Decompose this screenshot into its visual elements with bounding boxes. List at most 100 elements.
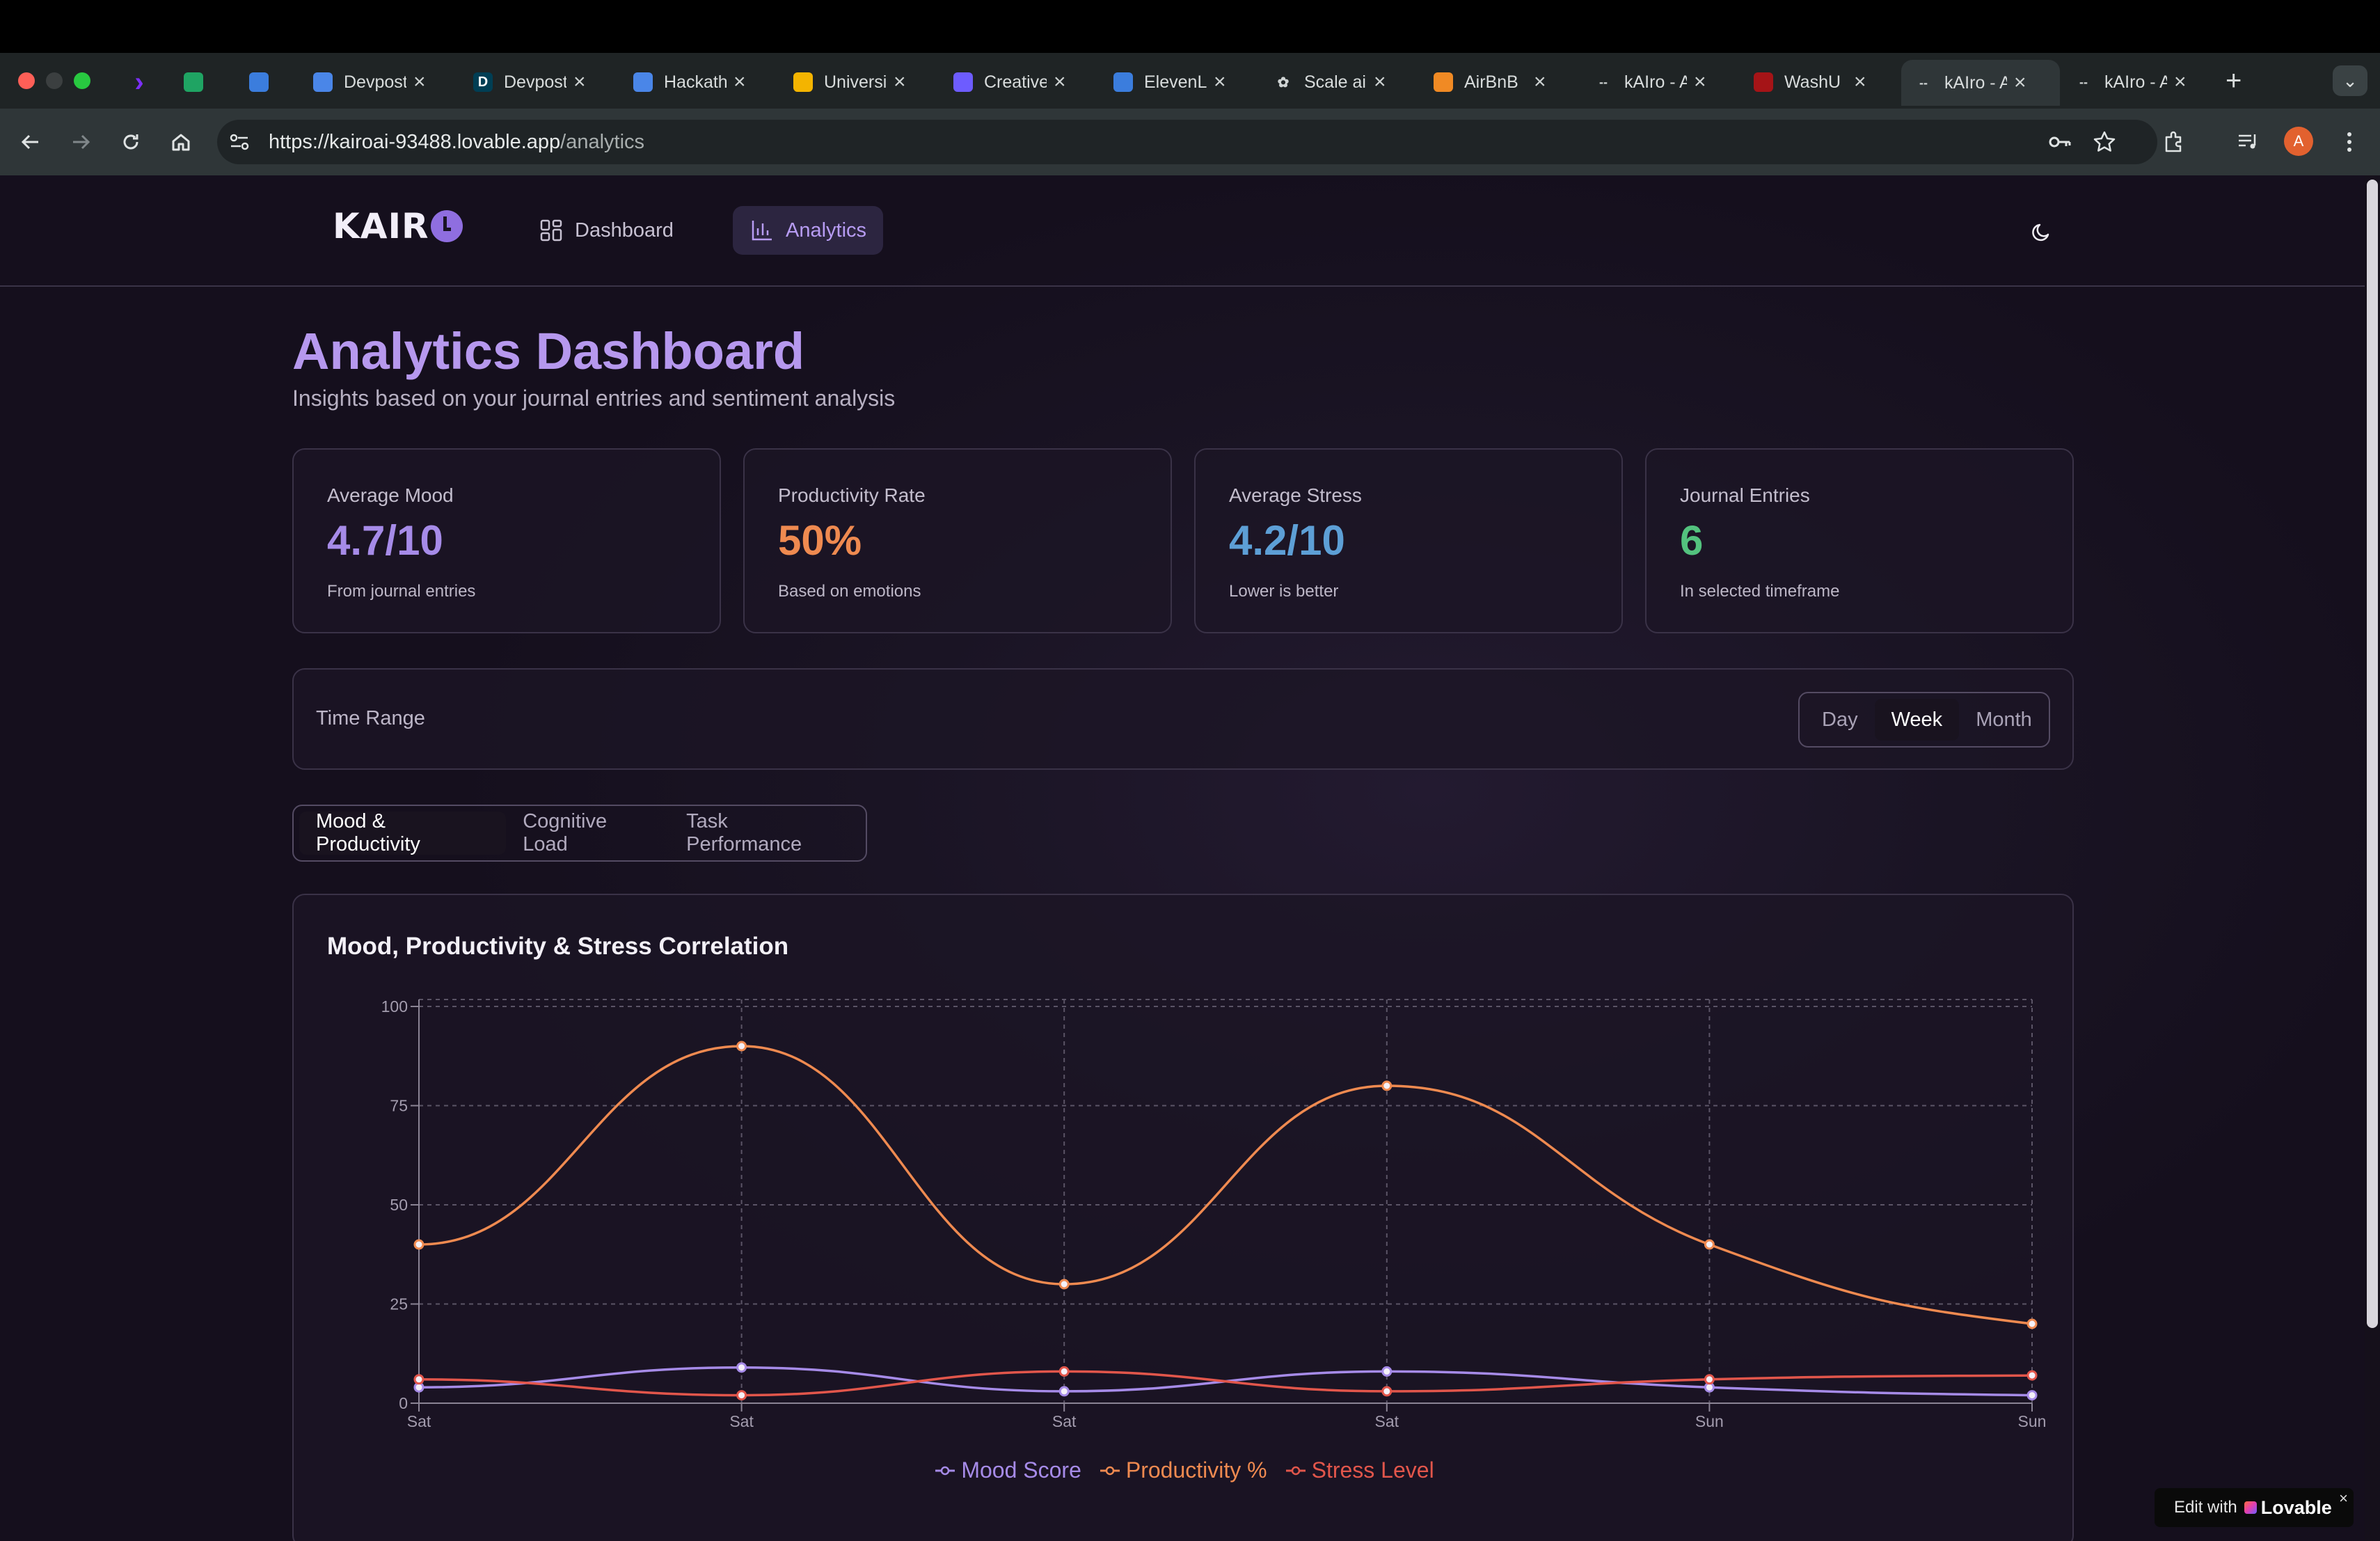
browser-tab[interactable]: ✿ Scale ai × bbox=[1261, 63, 1399, 102]
kairo-logo[interactable]: KAIR bbox=[333, 206, 463, 246]
legend-item[interactable]: Mood Score bbox=[935, 1457, 1081, 1483]
bookmark-star-button[interactable] bbox=[2089, 127, 2120, 157]
browser-tab[interactable]: -- kAIro - AI × bbox=[2061, 63, 2199, 102]
dash-icon: -- bbox=[1599, 74, 1608, 89]
legend-label: Mood Score bbox=[961, 1457, 1081, 1483]
stat-note: From journal entries bbox=[327, 582, 476, 601]
legend-label: Stress Level bbox=[1311, 1457, 1434, 1483]
legend-item[interactable]: Productivity % bbox=[1100, 1457, 1267, 1483]
puzzle-icon bbox=[2165, 131, 2182, 152]
back-button[interactable] bbox=[13, 124, 49, 160]
media-controls-button[interactable] bbox=[2232, 127, 2263, 157]
tab-search-button[interactable]: ⌄ bbox=[2333, 65, 2367, 96]
forward-button[interactable] bbox=[63, 124, 99, 160]
close-tab-icon[interactable]: × bbox=[2174, 70, 2187, 93]
stat-note: In selected timeframe bbox=[1680, 582, 1840, 601]
series-line-stress-level bbox=[418, 1370, 2033, 1397]
browser-tab-title: ElevenLabs bbox=[1144, 72, 1207, 92]
theme-toggle-button[interactable] bbox=[2026, 217, 2057, 248]
home-button[interactable] bbox=[163, 124, 199, 160]
close-tab-icon[interactable]: × bbox=[733, 70, 746, 93]
browser-tab[interactable]: Creative × bbox=[941, 63, 1079, 102]
close-window-button[interactable] bbox=[18, 72, 35, 89]
badge-close-icon[interactable]: × bbox=[2339, 1489, 2348, 1507]
close-tab-icon[interactable]: × bbox=[1054, 70, 1066, 93]
address-bar[interactable] bbox=[217, 120, 2157, 164]
close-tab-icon[interactable]: × bbox=[413, 70, 426, 93]
close-tab-icon[interactable]: × bbox=[1854, 70, 1866, 93]
browser-tab[interactable]: AirBnB × bbox=[1421, 63, 1559, 102]
x-tick-label: Sat bbox=[1052, 1412, 1077, 1430]
browser-tab[interactable] bbox=[237, 63, 281, 102]
nav-dashboard[interactable]: Dashboard bbox=[522, 206, 690, 255]
browser-tab-title: kAIro - AI bbox=[1624, 72, 1687, 92]
browser-tab-title: Devpost bbox=[504, 72, 566, 92]
tab-task-performance[interactable]: Task Performance bbox=[686, 810, 802, 855]
zoom-window-button[interactable] bbox=[74, 72, 90, 89]
series-line-productivity- bbox=[418, 1045, 2033, 1325]
password-key-icon[interactable] bbox=[2045, 127, 2075, 157]
time-range-day[interactable]: Day bbox=[1822, 708, 1858, 731]
y-tick-label: 25 bbox=[390, 1295, 408, 1313]
close-tab-icon[interactable]: × bbox=[2014, 71, 2026, 94]
data-point bbox=[736, 1390, 747, 1401]
grid-icon bbox=[540, 219, 562, 242]
time-range-week[interactable]: Week bbox=[1874, 699, 1960, 741]
arrow-right-icon bbox=[73, 134, 90, 150]
sheets-icon bbox=[184, 72, 203, 92]
data-point bbox=[1381, 1080, 1393, 1091]
moon-icon bbox=[2032, 223, 2049, 242]
mail-icon bbox=[249, 72, 269, 92]
edit-with-lovable-badge[interactable]: Edit with Lovable × bbox=[2155, 1488, 2354, 1527]
time-range-month[interactable]: Month bbox=[1976, 708, 2032, 731]
browser-tab[interactable]: University × bbox=[781, 63, 919, 102]
browser-tab-title: kAIro - AI bbox=[2104, 72, 2167, 92]
stat-card-productivity-rate: Productivity Rate 50% Based on emotions bbox=[743, 448, 1172, 633]
close-tab-icon[interactable]: × bbox=[894, 70, 906, 93]
site-settings-icon[interactable] bbox=[227, 129, 252, 155]
close-tab-icon[interactable]: × bbox=[1374, 70, 1386, 93]
data-point bbox=[2026, 1318, 2038, 1329]
browser-tab[interactable]: -- kAIro - AI × bbox=[1581, 63, 1719, 102]
browser-tab[interactable]: › bbox=[117, 63, 161, 102]
stat-label: Average Mood bbox=[327, 484, 454, 506]
close-tab-icon[interactable]: × bbox=[1534, 70, 1546, 93]
close-tab-icon[interactable]: × bbox=[1694, 70, 1706, 93]
data-point bbox=[736, 1041, 747, 1052]
browser-tab[interactable]: Devpost × bbox=[301, 63, 438, 102]
browser-tab[interactable]: ElevenLabs × bbox=[1101, 63, 1239, 102]
bar-chart-icon bbox=[752, 221, 772, 241]
browser-tab[interactable]: -- kAIro - AI × bbox=[1901, 60, 2060, 106]
scrollbar-thumb[interactable] bbox=[2367, 180, 2378, 1328]
y-tick-label: 50 bbox=[390, 1196, 408, 1214]
new-tab-button[interactable]: + bbox=[2226, 65, 2242, 96]
nav-analytics[interactable]: Analytics bbox=[733, 206, 884, 255]
browser-menu-button[interactable] bbox=[2334, 127, 2365, 157]
close-tab-icon[interactable]: × bbox=[573, 70, 586, 93]
browser-tab-title: University bbox=[824, 72, 887, 92]
minimize-window-button[interactable] bbox=[46, 72, 63, 89]
page-title: Analytics Dashboard bbox=[292, 322, 805, 380]
tab-mood-productivity[interactable]: Mood & Productivity bbox=[299, 810, 507, 855]
badge-brand: Lovable bbox=[2260, 1496, 2332, 1518]
analytics-view-tabs: Mood & Productivity Cognitive Load Task … bbox=[292, 805, 867, 862]
key-icon bbox=[2049, 136, 2071, 148]
page-scrollbar[interactable] bbox=[2365, 175, 2380, 1541]
profile-avatar[interactable]: A bbox=[2284, 127, 2313, 156]
url-host: https://kairoai-93488.lovable.app bbox=[269, 131, 561, 153]
x-tick-label: Sat bbox=[407, 1412, 431, 1430]
logo-text: KAIR bbox=[333, 206, 429, 246]
close-tab-icon[interactable]: × bbox=[1214, 70, 1226, 93]
browser-tab[interactable]: WashU × bbox=[1741, 63, 1879, 102]
stat-note: Lower is better bbox=[1229, 582, 1339, 601]
stat-card-average-mood: Average Mood 4.7/10 From journal entries bbox=[292, 448, 721, 633]
extensions-button[interactable] bbox=[2159, 127, 2189, 157]
legend-item[interactable]: Stress Level bbox=[1285, 1457, 1434, 1483]
browser-tab[interactable] bbox=[171, 63, 216, 102]
docs-icon bbox=[313, 72, 333, 92]
url-text[interactable]: https://kairoai-93488.lovable.app/analyt… bbox=[269, 131, 644, 154]
tab-cognitive-load[interactable]: Cognitive Load bbox=[523, 810, 608, 855]
reload-button[interactable] bbox=[113, 124, 149, 160]
browser-tab[interactable]: Hackathon × bbox=[621, 63, 759, 102]
browser-tab[interactable]: D Devpost × bbox=[461, 63, 598, 102]
